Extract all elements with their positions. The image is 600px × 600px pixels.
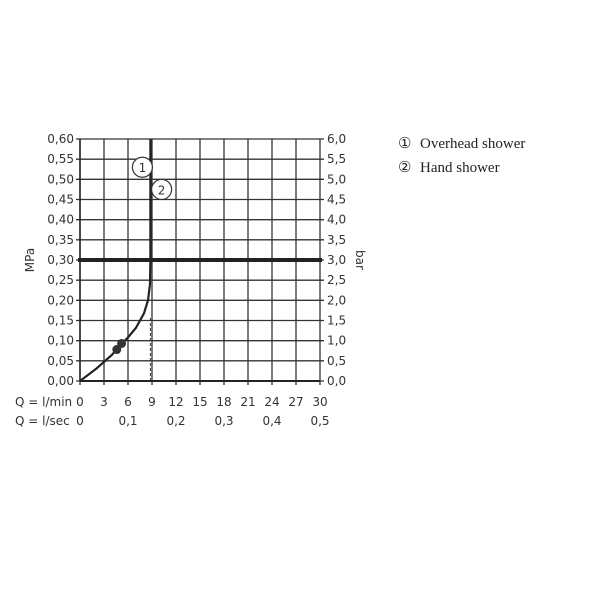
- x-tick-label: 21: [240, 395, 255, 409]
- y-tick-label: 0,10: [47, 334, 74, 348]
- y2-tick-label: 0,5: [327, 354, 346, 368]
- x-tick-label: 27: [288, 395, 303, 409]
- y-tick-label: 0,05: [47, 354, 74, 368]
- x-tick-label: 15: [192, 395, 207, 409]
- x-tick-label: 9: [148, 395, 156, 409]
- x2-tick-label: 0: [76, 414, 84, 428]
- x-axis-label-lsec: Q = l/sec: [15, 414, 70, 428]
- y2-tick-label: 1,0: [327, 334, 346, 348]
- x-tick-label: 0: [76, 395, 84, 409]
- x-tick-label: 24: [264, 395, 279, 409]
- y-tick-label: 0,45: [47, 193, 74, 207]
- x-tick-label: 12: [168, 395, 183, 409]
- x2-tick-label: 0,5: [310, 414, 329, 428]
- y2-tick-label: 3,5: [327, 233, 346, 247]
- callout-label-2: 2: [158, 183, 166, 197]
- y2-tick-label: 0,0: [327, 374, 346, 388]
- y2-tick-label: 5,5: [327, 152, 346, 166]
- y-tick-label: 0,25: [47, 273, 74, 287]
- y-tick-label: 0,00: [47, 374, 74, 388]
- x-axis-label-lmin: Q = l/min: [15, 395, 72, 409]
- y-tick-label: 0,30: [47, 253, 74, 267]
- y-tick-label: 0,40: [47, 213, 74, 227]
- y-tick-label: 0,55: [47, 152, 74, 166]
- y2-tick-label: 2,5: [327, 273, 346, 287]
- y2-tick-label: 4,0: [327, 213, 346, 227]
- x2-tick-label: 0,3: [214, 414, 233, 428]
- x2-tick-label: 0,4: [262, 414, 281, 428]
- y2-tick-label: 4,5: [327, 193, 346, 207]
- callout-circle-2: [151, 178, 173, 201]
- y2-tick-label: 2,0: [327, 293, 346, 307]
- x-tick-label: 30: [312, 395, 327, 409]
- legend-label-hand: Hand shower: [420, 160, 500, 176]
- x-tick-label: 18: [216, 395, 231, 409]
- y-tick-label: 0,50: [47, 172, 74, 186]
- x2-tick-label: 0,2: [166, 414, 185, 428]
- x-tick-label: 6: [124, 395, 132, 409]
- y2-tick-label: 5,0: [327, 172, 346, 186]
- y-tick-label: 0,60: [47, 132, 74, 146]
- operating-point-marker: [117, 338, 127, 348]
- callout-label-1: 1: [139, 161, 147, 175]
- flow-curve: [79, 139, 152, 382]
- x-tick-label: 3: [100, 395, 108, 409]
- y-axis-label-right: bar: [353, 250, 367, 270]
- legend-symbol-1: ①: [398, 136, 411, 152]
- y-tick-label: 0,15: [47, 314, 74, 328]
- legend-symbol-2: ②: [398, 160, 411, 176]
- y2-tick-label: 1,5: [327, 314, 346, 328]
- y2-tick-label: 3,0: [327, 253, 346, 267]
- y-tick-label: 0,20: [47, 293, 74, 307]
- legend-label-overhead: Overhead shower: [420, 136, 525, 152]
- operating-point-marker: [112, 345, 122, 355]
- x2-tick-label: 0,1: [118, 414, 137, 428]
- callout-circle-1: [131, 156, 153, 178]
- y2-tick-label: 6,0: [327, 132, 346, 146]
- y-axis-label-left: MPa: [23, 248, 37, 272]
- y-tick-label: 0,35: [47, 233, 74, 247]
